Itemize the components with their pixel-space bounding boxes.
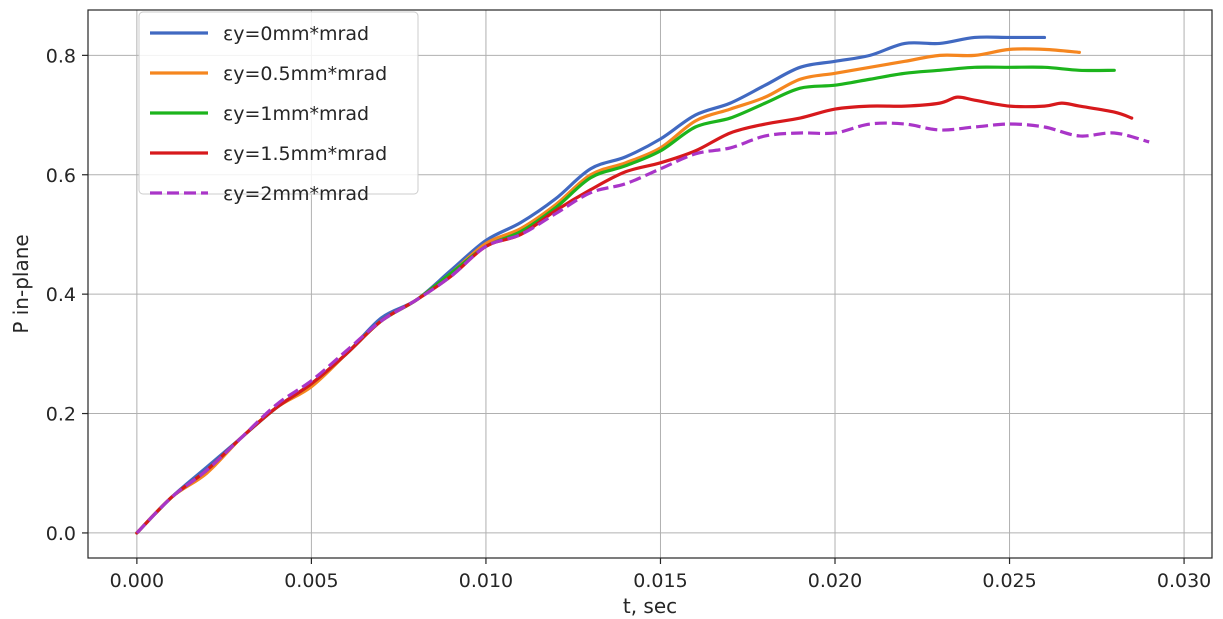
x-tick-label: 0.030 — [1157, 570, 1211, 592]
legend-label: εy=0.5mm*mrad — [223, 63, 387, 85]
legend-label: εy=0mm*mrad — [223, 23, 369, 45]
y-tick-label: 0.0 — [46, 523, 76, 545]
legend-label: εy=1.5mm*mrad — [223, 143, 387, 165]
y-tick-label: 0.4 — [46, 284, 76, 306]
y-axis-ticks: 0.0 0.2 0.4 0.6 0.8 — [46, 45, 88, 545]
x-axis-label: t, sec — [623, 594, 677, 618]
x-tick-label: 0.010 — [459, 570, 513, 592]
series-line-5 — [135, 121, 1150, 535]
y-tick-label: 0.6 — [46, 165, 76, 187]
y-tick-label: 0.2 — [46, 404, 76, 426]
y-tick-label: 0.8 — [46, 45, 76, 67]
legend: εy=0mm*mrad εy=0.5mm*mrad εy=1mm*mrad εy=1.… — [138, 11, 419, 205]
y-axis-label: P in-plane — [9, 234, 33, 333]
x-axis-ticks: 0.000 0.005 0.010 0.015 0.020 0.025 0.030 — [110, 558, 1211, 592]
x-tick-label: 0.000 — [110, 570, 164, 592]
x-tick-label: 0.005 — [284, 570, 338, 592]
x-tick-label: 0.020 — [808, 570, 862, 592]
x-tick-label: 0.015 — [633, 570, 687, 592]
x-tick-label: 0.025 — [982, 570, 1036, 592]
series-line-4 — [135, 95, 1134, 535]
series-lines — [135, 35, 1150, 535]
plot-frame — [87, 9, 1213, 559]
legend-box — [138, 11, 419, 195]
legend-label: εy=2mm*mrad — [223, 183, 369, 205]
legend-label: εy=1mm*mrad — [223, 103, 369, 125]
